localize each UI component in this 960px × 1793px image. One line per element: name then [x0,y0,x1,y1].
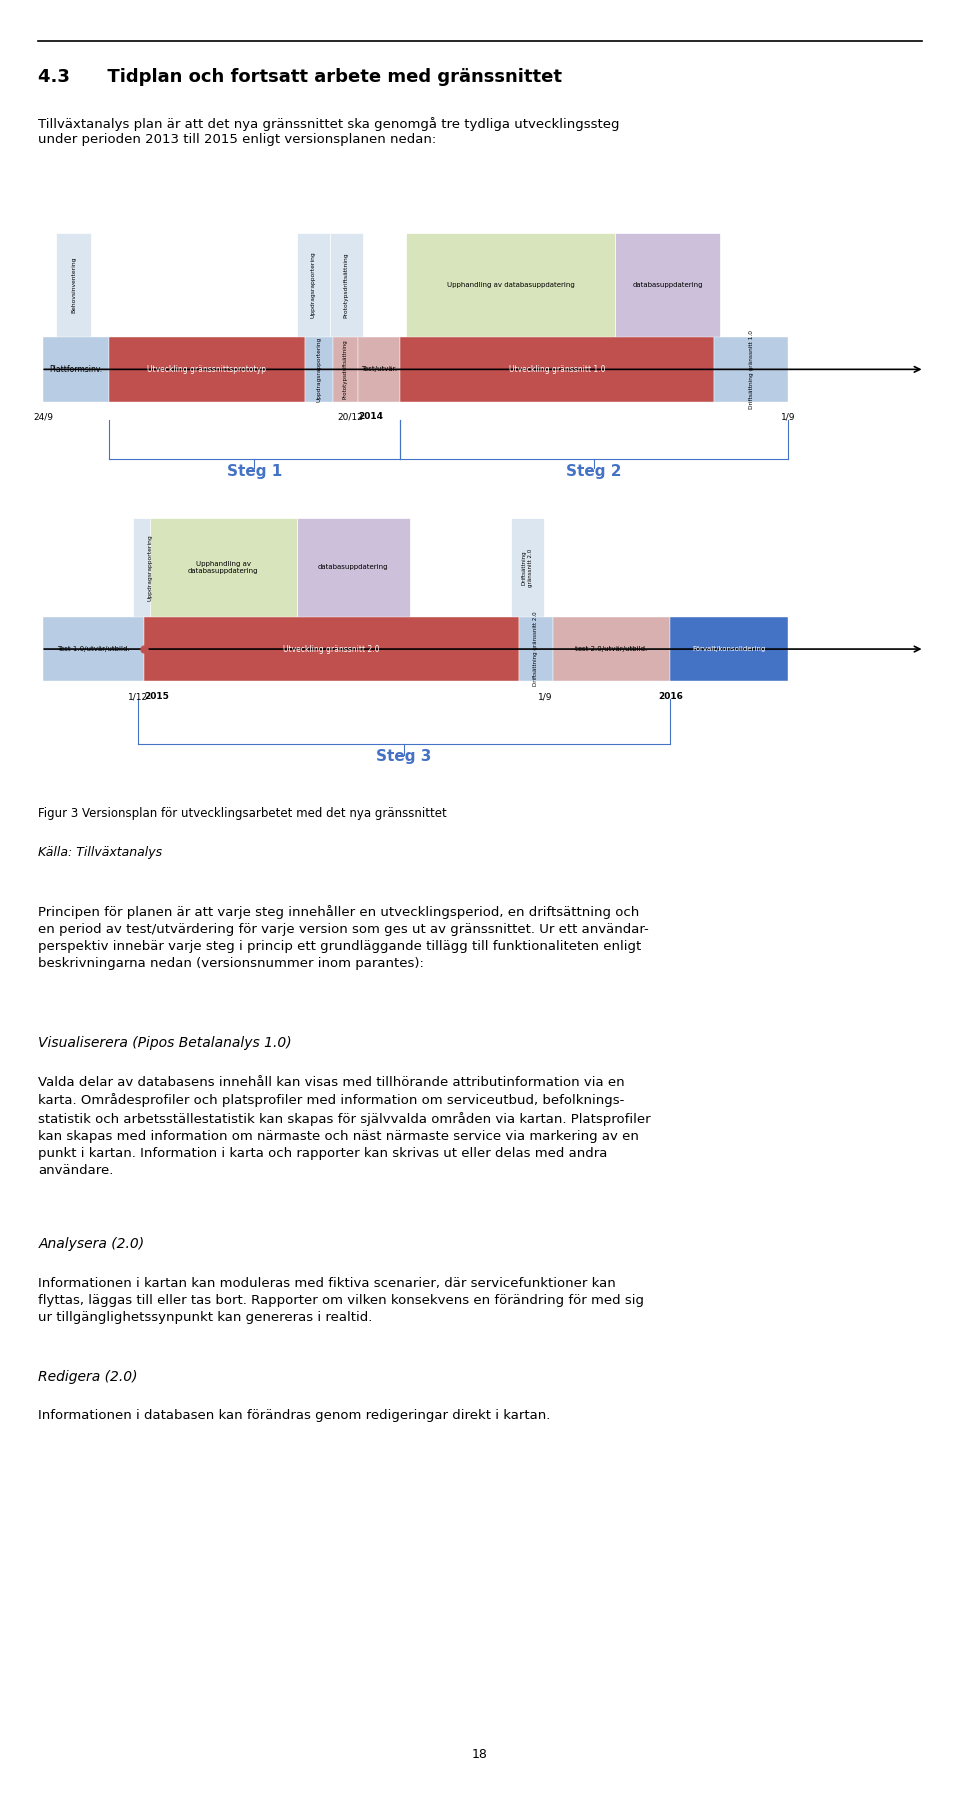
Bar [670,617,788,681]
Text: 24/9: 24/9 [34,412,53,421]
Text: 2015: 2015 [144,692,169,701]
Text: Test/utvär.: Test/utvär. [361,366,396,373]
Bar [108,337,305,402]
Text: Uppdragsrapportering: Uppdragsrapportering [147,534,153,601]
Text: Redigera (2.0): Redigera (2.0) [38,1370,138,1384]
Text: 20/12: 20/12 [338,412,364,421]
Text: test 2.0/utvär/utbild.: test 2.0/utvär/utbild. [575,645,648,653]
Bar [615,233,720,337]
Text: Utveckling gränssnitt 1.0: Utveckling gränssnitt 1.0 [509,364,605,375]
Text: databasuppdatering: databasuppdatering [633,282,703,289]
Bar [399,337,714,402]
Text: Utveckling gränssnitt 2.0: Utveckling gränssnitt 2.0 [283,644,380,654]
Text: Steg 1: Steg 1 [227,464,282,479]
Text: Driftsättning gränssnitt 1.0: Driftsättning gränssnitt 1.0 [749,330,754,409]
Text: Upphandling av
databasuppdatering: Upphandling av databasuppdatering [188,561,258,574]
Text: Steg 3: Steg 3 [376,749,432,764]
Text: Driftsättning
gränssnitt 2.0: Driftsättning gränssnitt 2.0 [522,549,533,586]
Bar [553,617,670,681]
Text: 4.3      Tidplan och fortsatt arbete med gränssnittet: 4.3 Tidplan och fortsatt arbete med grän… [38,68,563,86]
Text: Förvalt/konsolidering: Förvalt/konsolidering [693,645,766,653]
Text: Prototypsdriftsättning: Prototypsdriftsättning [344,253,348,317]
Text: Test 1.0/utvär/utbild.: Test 1.0/utvär/utbild. [57,645,130,653]
Text: 18: 18 [472,1748,488,1761]
Text: 2014: 2014 [358,412,383,421]
Bar [519,617,553,681]
Text: Plattformsinv.: Plattformsinv. [49,364,103,375]
Text: Analysera (2.0): Analysera (2.0) [38,1237,145,1252]
Text: 1/12: 1/12 [128,692,148,701]
Text: Driftsättning gränssnitt 2.0: Driftsättning gränssnitt 2.0 [534,611,539,687]
Bar [333,337,358,402]
Text: 2016: 2016 [658,692,683,701]
Bar [714,337,788,402]
Bar [358,337,399,402]
Text: 1/9: 1/9 [781,412,796,421]
Bar [297,518,410,617]
Text: Behovsinventering: Behovsinventering [71,256,76,314]
Text: Steg 2: Steg 2 [566,464,622,479]
Text: Figur 3 Versionsplan för utvecklingsarbetet med det nya gränssnittet: Figur 3 Versionsplan för utvecklingsarbe… [38,807,447,819]
Bar [43,337,108,402]
Bar [297,233,329,337]
Text: Principen för planen är att varje steg innehåller en utvecklingsperiod, en drift: Principen för planen är att varje steg i… [38,905,649,970]
Text: databasuppdatering: databasuppdatering [318,565,389,570]
Text: 1/9: 1/9 [539,692,553,701]
Bar [511,518,543,617]
Bar [329,233,363,337]
Text: Valda delar av databasens innehåll kan visas med tillhörande attributinformation: Valda delar av databasens innehåll kan v… [38,1076,651,1176]
Text: Informationen i databasen kan förändras genom redigeringar direkt i kartan.: Informationen i databasen kan förändras … [38,1409,551,1422]
Text: Utveckling gränssnittsprototyp: Utveckling gränssnittsprototyp [148,364,267,375]
Text: Visualiserera (Pipos Betalanalys 1.0): Visualiserera (Pipos Betalanalys 1.0) [38,1036,292,1051]
Text: Informationen i kartan kan moduleras med fiktiva scenarier, där servicefunktione: Informationen i kartan kan moduleras med… [38,1277,644,1323]
Text: Tillväxtanalys plan är att det nya gränssnittet ska genomgå tre tydliga utveckli: Tillväxtanalys plan är att det nya gräns… [38,117,620,145]
Text: Prototypsdriftsättning: Prototypsdriftsättning [343,339,348,400]
Bar [144,617,519,681]
Bar [406,233,615,337]
Bar [305,337,333,402]
Text: Uppdragsrapportering: Uppdragsrapportering [311,251,316,319]
Bar [150,518,297,617]
Bar [43,617,144,681]
Text: Källa: Tillväxtanalys: Källa: Tillväxtanalys [38,846,162,859]
Text: Uppdragsrapportering: Uppdragsrapportering [317,337,322,402]
Text: Upphandling av databasuppdatering: Upphandling av databasuppdatering [446,282,574,289]
Bar [57,233,91,337]
Bar [133,518,166,617]
